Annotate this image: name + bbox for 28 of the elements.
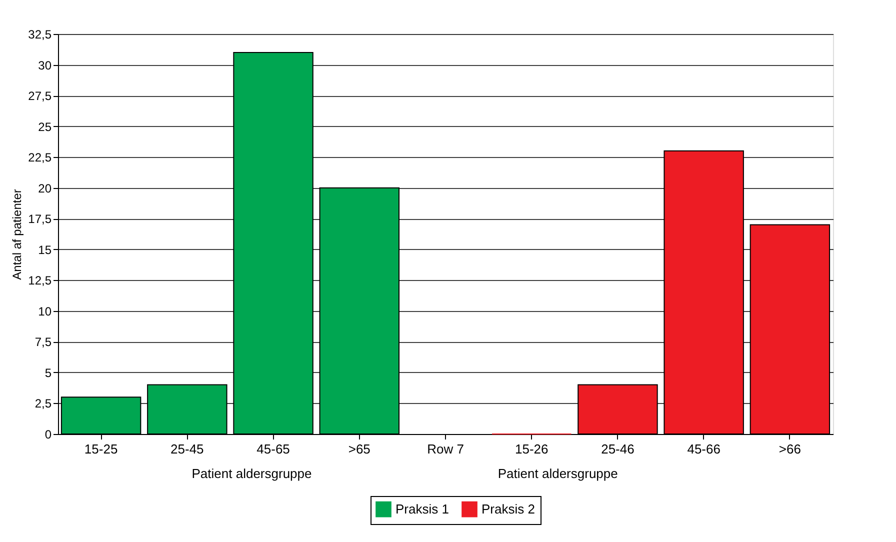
x-tick-label: Row 7 [427, 442, 464, 456]
y-tick-label: 30 [38, 58, 52, 72]
y-axis-title: Antal af patienter [10, 189, 24, 280]
y-tick-label: 15 [38, 242, 52, 257]
y-tick-label: 5 [44, 366, 52, 380]
y-tick-label: 2,5 [34, 396, 52, 411]
y-tick-label: 27,5 [28, 89, 52, 104]
y-tick-label: 22,5 [28, 150, 52, 165]
legend-label: Praksis 2 [482, 501, 535, 516]
x-tick-label: 25-46 [601, 442, 634, 456]
x-tick-label: >65 [348, 442, 370, 456]
x-tick-label: 15-25 [84, 442, 118, 456]
text: Patient aldersgruppe [192, 466, 312, 481]
x-tick-label: 15-26 [514, 442, 548, 456]
x-tick-label: 25-45 [170, 442, 204, 456]
y-tick-label: 10 [38, 304, 52, 318]
x-tick-label: >66 [778, 442, 801, 456]
y-tick-label: 0 [44, 428, 52, 442]
y-tick-label: 17,5 [28, 212, 52, 226]
x-tick-label: 45-65 [256, 442, 290, 456]
y-tick-label: 32,5 [28, 28, 52, 42]
y-tick-label: 7,5 [34, 335, 52, 350]
y-tick-label: 12,5 [28, 274, 52, 288]
text: Patient aldersgruppe [498, 466, 618, 481]
x-tick-label: 45-66 [687, 442, 720, 456]
legend-label: Praksis 1 [396, 501, 449, 516]
y-tick-label: 25 [38, 120, 52, 134]
y-tick-label: 20 [38, 181, 52, 196]
